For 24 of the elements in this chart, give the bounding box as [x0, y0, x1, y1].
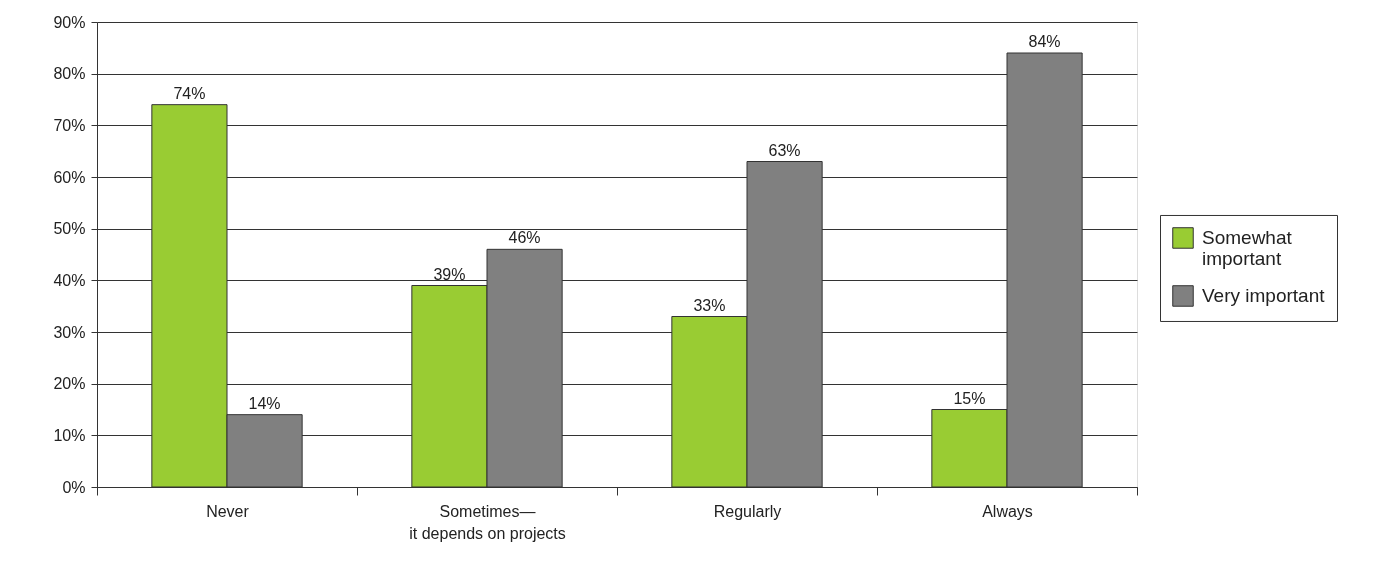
data-label: 14%: [248, 394, 281, 412]
y-tick-label: 40%: [53, 271, 86, 289]
data-label: 15%: [953, 389, 986, 407]
y-tick-label: 80%: [53, 65, 86, 83]
data-label: 39%: [433, 265, 466, 283]
legend-label: Somewhat important: [1202, 226, 1293, 269]
data-label: 46%: [508, 229, 541, 247]
x-tick-label: Never: [206, 502, 250, 520]
x-tick-label: Sometimes— it depends on projects: [409, 502, 566, 542]
y-tick-label: 0%: [62, 478, 86, 496]
y-tick-label: 90%: [53, 13, 86, 31]
data-label: 84%: [1028, 33, 1061, 50]
y-tick-label: 20%: [53, 375, 86, 393]
x-tick-label: Regularly: [713, 502, 782, 520]
y-tick-label: 70%: [53, 116, 86, 134]
y-tick-label: 10%: [53, 426, 86, 444]
data-label: 74%: [173, 84, 206, 102]
y-tick-label: 30%: [53, 323, 86, 341]
data-label: 33%: [693, 296, 726, 314]
data-label: 63%: [768, 141, 801, 159]
x-tick-label: Always: [982, 502, 1033, 520]
y-tick-label: 60%: [53, 168, 86, 186]
legend-label: Very important: [1202, 284, 1326, 306]
y-tick-label: 50%: [53, 220, 86, 238]
